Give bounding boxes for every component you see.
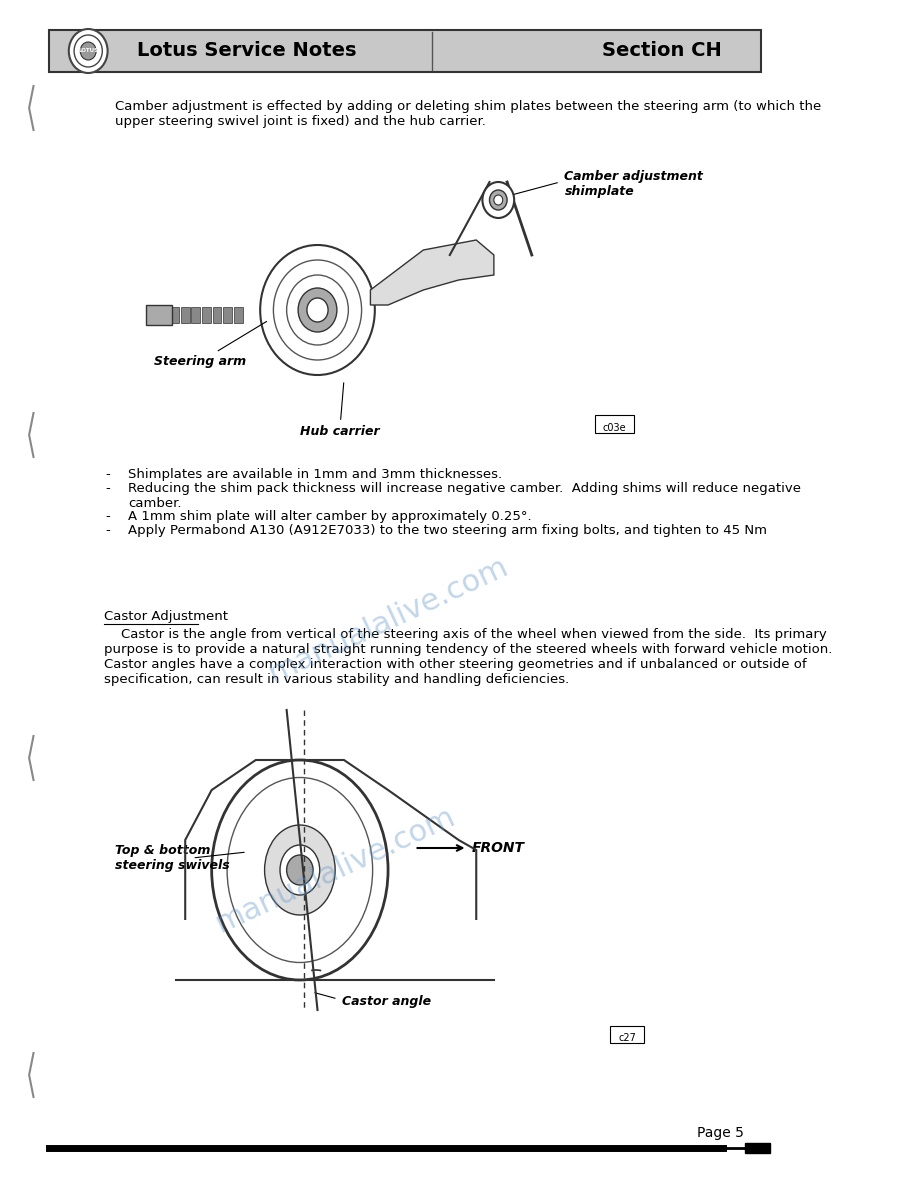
Text: -: -	[106, 510, 110, 523]
Text: Lotus Service Notes: Lotus Service Notes	[137, 42, 357, 61]
Text: c27: c27	[618, 1034, 636, 1043]
Text: Castor is the angle from vertical of the steering axis of the wheel when viewed : Castor is the angle from vertical of the…	[104, 628, 833, 685]
Ellipse shape	[227, 777, 373, 962]
Bar	[146, 305, 172, 326]
Text: LOTUS: LOTUS	[78, 49, 98, 53]
Circle shape	[489, 190, 507, 210]
Circle shape	[307, 298, 328, 322]
Bar	[202, 307, 211, 323]
Text: manualalive.com: manualalive.com	[210, 802, 460, 939]
Text: Reducing the shim pack thickness will increase negative camber.  Adding shims wi: Reducing the shim pack thickness will in…	[128, 482, 800, 510]
Bar	[213, 307, 221, 323]
Text: Castor angle: Castor angle	[342, 996, 431, 1009]
FancyBboxPatch shape	[610, 1026, 644, 1043]
Text: -: -	[106, 482, 110, 495]
Circle shape	[80, 42, 96, 61]
Bar	[223, 307, 232, 323]
Text: Steering arm: Steering arm	[154, 322, 266, 368]
Bar	[49, 30, 761, 72]
Bar	[170, 307, 179, 323]
Text: FRONT: FRONT	[472, 841, 525, 855]
Circle shape	[286, 855, 313, 885]
FancyBboxPatch shape	[595, 415, 634, 432]
Text: -: -	[106, 468, 110, 481]
Text: manualalive.com: manualalive.com	[263, 551, 512, 688]
Bar	[234, 307, 242, 323]
Text: Castor Adjustment: Castor Adjustment	[104, 609, 228, 623]
Text: Camber adjustment
shimplate: Camber adjustment shimplate	[565, 170, 703, 198]
Text: Top & bottom
steering swivels: Top & bottom steering swivels	[115, 843, 230, 872]
Bar	[181, 307, 190, 323]
Circle shape	[274, 260, 362, 360]
Circle shape	[260, 245, 375, 375]
Circle shape	[69, 29, 107, 72]
Text: Shimplates are available in 1mm and 3mm thicknesses.: Shimplates are available in 1mm and 3mm …	[128, 468, 502, 481]
Ellipse shape	[280, 845, 319, 895]
Polygon shape	[371, 240, 494, 305]
Text: -: -	[106, 524, 110, 537]
Text: Page 5: Page 5	[697, 1126, 744, 1140]
Bar	[191, 307, 200, 323]
Circle shape	[494, 195, 503, 206]
Circle shape	[74, 34, 102, 67]
Text: Section CH: Section CH	[601, 42, 722, 61]
Circle shape	[286, 274, 348, 345]
Text: Hub carrier: Hub carrier	[300, 383, 379, 438]
Circle shape	[483, 182, 514, 219]
Bar	[745, 1143, 770, 1154]
Text: Apply Permabond A130 (A912E7033) to the two steering arm fixing bolts, and tight: Apply Permabond A130 (A912E7033) to the …	[128, 524, 767, 537]
Text: A 1mm shim plate will alter camber by approximately 0.25°.: A 1mm shim plate will alter camber by ap…	[128, 510, 532, 523]
Text: Camber adjustment is effected by adding or deleting shim plates between the stee: Camber adjustment is effected by adding …	[115, 100, 821, 128]
Text: c03e: c03e	[603, 423, 626, 432]
Ellipse shape	[212, 760, 388, 980]
Circle shape	[298, 287, 337, 331]
Bar	[160, 307, 168, 323]
Ellipse shape	[264, 824, 335, 915]
